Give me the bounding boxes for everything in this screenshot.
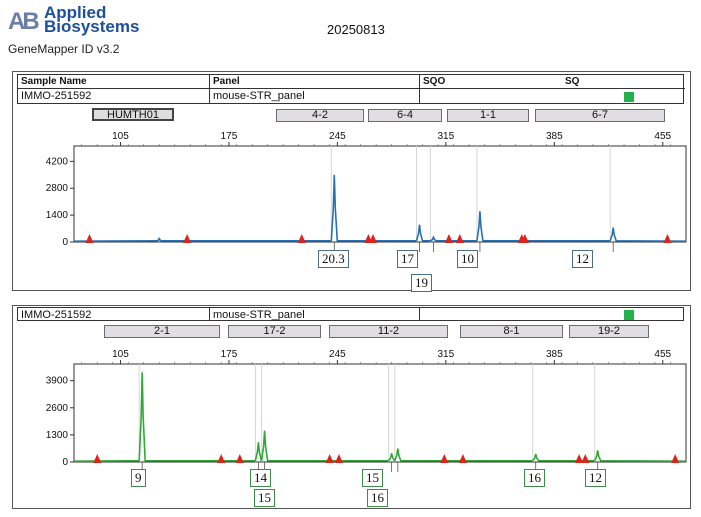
marker-bin[interactable]: 17-2 xyxy=(228,325,321,338)
allele-call[interactable]: 10 xyxy=(457,250,478,268)
x-tick-label: 245 xyxy=(329,131,346,142)
panel-name-value: mouse-STR_panel xyxy=(209,89,419,104)
software-version: GeneMapper ID v3.2 xyxy=(8,42,120,56)
x-tick-label: 175 xyxy=(221,131,238,142)
x-tick-label: 385 xyxy=(546,131,563,142)
logo-line-biosystems: Biosystems xyxy=(44,17,140,36)
size-standard-marker xyxy=(369,234,378,243)
sample-name-value: IMMO-251592 xyxy=(21,309,92,321)
marker-bin[interactable]: 19-2 xyxy=(569,325,649,338)
plot-frame xyxy=(73,145,687,243)
marker-bin[interactable]: 6-7 xyxy=(535,109,665,122)
col-sqo: SQO xyxy=(419,75,547,89)
allele-call[interactable]: 9 xyxy=(131,469,146,487)
allele-call[interactable]: 20.3 xyxy=(318,250,349,268)
y-tick-label: 2800 xyxy=(46,183,69,194)
y-tick-label: 1400 xyxy=(46,210,69,221)
y-tick-label: 0 xyxy=(62,237,68,248)
logo-line-applied: Applied xyxy=(44,3,107,22)
size-standard-marker xyxy=(663,234,672,243)
allele-call[interactable]: 15 xyxy=(254,489,275,507)
marker-bin[interactable]: 4-2 xyxy=(276,109,364,122)
x-tick-label: 455 xyxy=(654,131,671,142)
col-sq: SQ xyxy=(547,75,685,89)
allele-call[interactable]: 12 xyxy=(585,469,606,487)
marker-bin[interactable]: 8-1 xyxy=(460,325,563,338)
marker-bin[interactable]: HUMTH01 xyxy=(92,108,174,121)
marker-bin[interactable]: 11-2 xyxy=(329,325,448,338)
allele-call[interactable]: 14 xyxy=(250,469,271,487)
sample-name-value: IMMO-251592 xyxy=(21,90,92,102)
marker-bin[interactable]: 1-1 xyxy=(447,109,529,122)
report-date: 20250813 xyxy=(327,22,385,37)
allele-call[interactable]: 15 xyxy=(362,469,383,487)
allele-call[interactable]: 17 xyxy=(397,250,418,268)
y-tick-label: 4200 xyxy=(46,156,69,167)
quality-flag-green xyxy=(624,310,634,320)
allele-call[interactable]: 19 xyxy=(411,274,432,292)
allele-call[interactable]: 16 xyxy=(367,489,388,507)
size-standard-marker xyxy=(297,234,306,243)
size-standard-marker xyxy=(85,234,94,243)
col-sample-name: Sample Name xyxy=(18,75,209,89)
size-standard-marker xyxy=(455,234,464,243)
x-tick-label: 315 xyxy=(438,131,455,142)
size-standard-marker xyxy=(520,234,529,243)
marker-bin[interactable]: 6-4 xyxy=(368,109,442,122)
signal-trace xyxy=(73,174,687,243)
allele-call[interactable]: 16 xyxy=(524,469,545,487)
size-standard-marker xyxy=(183,234,192,243)
logo-wordmark: Applied Biosystems xyxy=(44,3,140,36)
sample-header-table-1: Sample Name Panel SQO SQ IMMO-251592 mou… xyxy=(17,74,685,104)
sq-cell xyxy=(419,308,685,320)
marker-bin[interactable]: 2-1 xyxy=(104,325,220,338)
quality-flag-green xyxy=(624,92,634,102)
sq-cell xyxy=(419,89,685,104)
col-panel: Panel xyxy=(209,75,419,89)
x-tick-label: 105 xyxy=(112,131,129,142)
allele-call[interactable]: 12 xyxy=(572,250,593,268)
size-standard-marker xyxy=(444,234,453,243)
sample-header-table-2: IMMO-251592 mouse-STR_panel xyxy=(17,307,684,321)
panel-name-value: mouse-STR_panel xyxy=(209,308,419,321)
ab-logo-mark: AB xyxy=(8,8,40,35)
applied-biosystems-logo: AB Applied Biosystems GeneMapper ID v3.2 xyxy=(8,3,158,56)
